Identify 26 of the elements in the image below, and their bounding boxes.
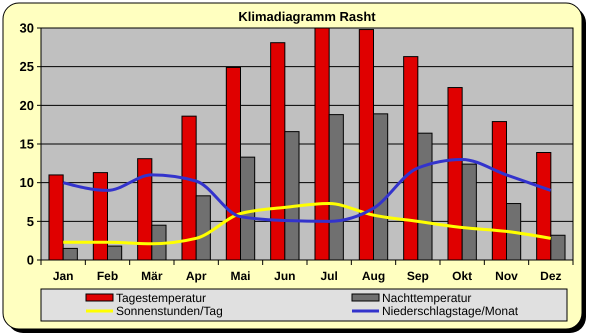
x-tick-label: Apr [186,269,207,283]
x-tick-label: Okt [452,269,472,283]
line-series [62,158,552,223]
x-tick-label: Jan [52,269,74,283]
y-tick-label: 5 [26,214,34,229]
x-tick-label: Feb [96,269,118,283]
x-tick-label: Nov [495,269,518,283]
y-tick-label: 0 [26,252,34,268]
line-series [62,202,552,246]
legend-label: Nachttemperatur [382,291,472,306]
legend-label: Sonnenstunden/Tag [116,304,223,318]
y-tick-label: 15 [20,136,34,152]
chart-title: Klimadiagramm Rasht [238,9,376,24]
y-tick-label: 30 [20,20,34,36]
x-tick-label: Aug [362,269,386,283]
legend-label: Tagestemperatur [116,291,206,306]
x-tick-label: Mär [141,269,163,283]
x-tick-label: Jun [274,269,296,283]
legend-label: Niederschlagstage/Monat [382,304,519,318]
x-tick-label: Jul [320,269,338,283]
x-tick-label: Sep [406,269,429,283]
y-tick-label: 25 [20,59,34,74]
y-tick-label: 20 [20,98,34,113]
y-tick-label: 10 [20,175,34,190]
x-tick-label: Dez [540,269,562,283]
x-tick-label: Mai [230,269,251,283]
